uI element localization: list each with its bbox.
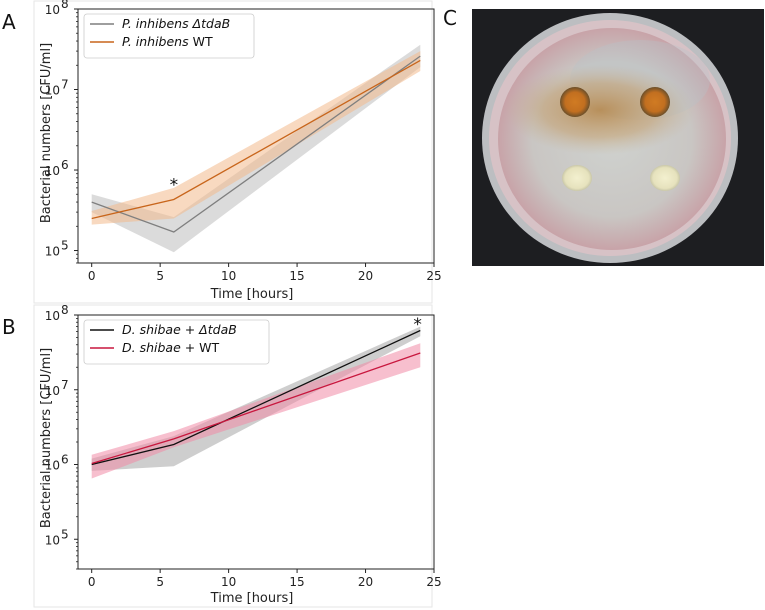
chart-b-legend-label-0: D. shibae + ΔtdaB: [122, 322, 237, 337]
chart-a-line-series-1: [91, 59, 421, 220]
chart-b-legend-label-1: D. shibae + WT: [122, 340, 220, 355]
chart-b-y-tick-label: 10: [45, 459, 60, 473]
chart-a-x-tick-label: 0: [88, 269, 96, 283]
chart-b-x-tick-label: 15: [289, 575, 304, 589]
chart-a-annotations: *: [170, 175, 179, 195]
chart-a-legend: P. inhibens ΔtdaB P. inhibens WT: [83, 13, 255, 59]
chart-a-x-tick-label: 25: [426, 269, 441, 283]
chart-a-x-tick-label: 15: [289, 269, 304, 283]
chart-b-lines: [91, 329, 421, 466]
chart-a-x-tick-label: 10: [221, 269, 236, 283]
chart-b-x-tick-label: 10: [221, 575, 236, 589]
chart-b-x-tick-label: 25: [426, 575, 441, 589]
chart-a-y-tick-exponent: 6: [61, 158, 69, 172]
colony-cream-left: [562, 165, 592, 191]
chart-b-annotations: *: [413, 315, 422, 335]
chart-a-y-tick-exponent: 8: [61, 0, 69, 11]
chart-a-y-tick-exponent: 5: [61, 239, 69, 253]
panel-letter-b: B: [2, 315, 16, 339]
chart-a-significance-star: *: [170, 175, 179, 195]
chart-b-x-axis-label: Time [hours]: [210, 591, 294, 606]
colony-brown-left: [560, 87, 590, 117]
chart-b-y-tick-exponent: 8: [61, 303, 69, 317]
chart-a-legend-box: [83, 13, 255, 59]
chart-b-line-series-0: [91, 329, 421, 466]
colony-brown-right: [640, 87, 670, 117]
chart-b-y-tick-label: 10: [45, 309, 60, 323]
chart-a-y-tick-exponent: 7: [61, 78, 69, 92]
chart-b-y-tick-exponent: 5: [61, 527, 69, 541]
petri-dish-photo: [472, 9, 764, 266]
panel-b-frame: [33, 304, 433, 608]
panel-letter-c: C: [443, 6, 457, 30]
chart-b-line-series-1: [91, 352, 421, 465]
chart-a-y-axis-label: Bacterial numbers [CFU/ml]: [39, 43, 54, 223]
chart-a-y-tick-label: 10: [45, 245, 60, 259]
chart-a-band-series-1: [91, 51, 421, 225]
brown-halo: [505, 65, 695, 155]
chart-a-legend-label-0: P. inhibens ΔtdaB: [122, 16, 230, 31]
chart-b-y-tick-label: 10: [45, 384, 60, 398]
chart-a-x-axis-label: Time [hours]: [210, 287, 294, 302]
chart-b-x-tick-label: 0: [88, 575, 96, 589]
chart-b-x-tick-label: 5: [156, 575, 164, 589]
panel-a-frame: [33, 0, 433, 304]
chart-a-legend-label-1: P. inhibens WT: [122, 34, 213, 49]
chart-a-x-tick-label: 20: [358, 269, 373, 283]
chart-a-x-ticks: 0 5 10 15 20 25: [88, 263, 442, 283]
chart-a-axes-frame: [77, 8, 435, 264]
chart-a-y-tick-label: 10: [45, 3, 60, 17]
chart-b-legend: D. shibae + ΔtdaB D. shibae + WT: [83, 319, 270, 365]
chart-b-x-ticks: 0 5 10 15 20 25: [88, 569, 442, 589]
chart-a-y-tick-label: 10: [45, 84, 60, 98]
chart-b-legend-box: [83, 319, 270, 365]
chart-b-y-tick-exponent: 6: [61, 453, 69, 467]
chart-b-x-tick-label: 20: [358, 575, 373, 589]
chart-a-bands: [91, 44, 421, 253]
chart-a-y-tick-label: 10: [45, 164, 60, 178]
chart-b-significance-star: *: [413, 315, 422, 335]
chart-b-y-tick-exponent: 7: [61, 378, 69, 392]
panel-letter-a: A: [2, 10, 16, 34]
chart-b-y-tick-label: 10: [45, 533, 60, 547]
chart-a-lines: [91, 55, 421, 233]
chart-b-y-axis-label: Bacterial numbers [CFU/ml]: [39, 348, 54, 528]
chart-a-x-tick-label: 5: [156, 269, 164, 283]
colony-cream-right: [650, 165, 680, 191]
